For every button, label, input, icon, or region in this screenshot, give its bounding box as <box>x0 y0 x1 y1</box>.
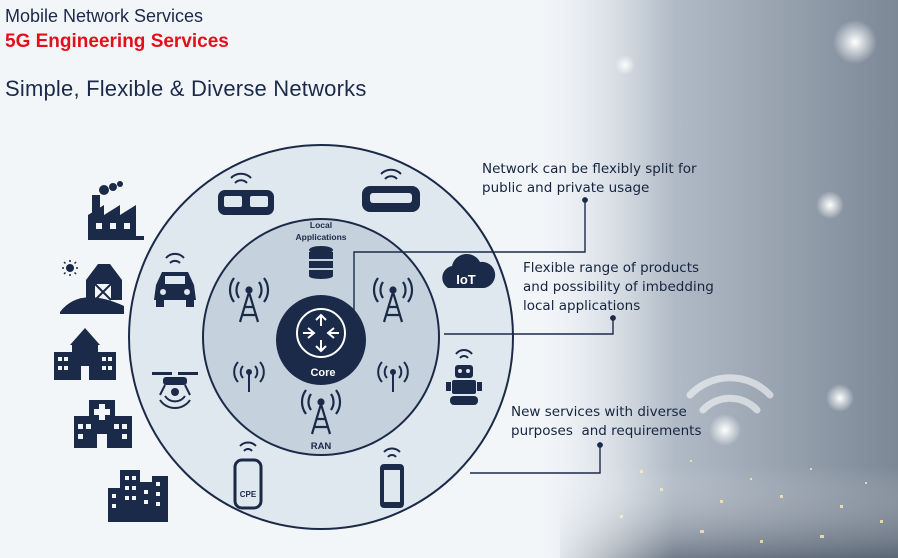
city-buildings-icon <box>108 470 168 522</box>
callout-split-line-1: Network can be flexibly split for <box>482 161 697 177</box>
antenna-icon <box>377 361 409 392</box>
callout-products-line-3: local applications <box>523 298 641 314</box>
callout-products-line-2: and possibility of imbedding <box>523 279 714 295</box>
local-apps-label-2: Applications <box>295 232 346 242</box>
header-category: Mobile Network Services <box>5 6 204 26</box>
antenna-icon <box>233 361 265 392</box>
cell-tower-icon <box>372 277 414 323</box>
callout-connectors <box>353 197 616 474</box>
smartphone-icon <box>380 447 404 508</box>
callout-split: Network can be flexibly split for public… <box>482 160 697 198</box>
callout-services-line-1: New services with diverse <box>511 404 687 420</box>
callout-products: Flexible range of products and possibili… <box>523 259 714 316</box>
page-title: Simple, Flexible & Diverse Networks <box>5 76 367 101</box>
iot-label: IoT <box>456 272 476 287</box>
callout-split-line-2: public and private usage <box>482 180 650 196</box>
router-icon <box>296 308 346 358</box>
vr-headset-icon <box>362 168 420 212</box>
database-icon <box>309 246 333 279</box>
school-icon <box>54 328 116 380</box>
callout-services-line-2: purposes and requirements <box>511 423 702 439</box>
header-service: 5G Engineering Services <box>5 31 229 52</box>
cell-tower-icon <box>300 389 342 435</box>
callout-services: New services with diverse purposes and r… <box>511 403 701 441</box>
iot-cloud-icon <box>442 253 496 288</box>
callout-products-line-1: Flexible range of products <box>523 260 700 276</box>
ran-label: RAN <box>311 441 332 452</box>
cell-tower-icon <box>228 277 270 323</box>
cpe-label: CPE <box>240 490 257 499</box>
core-label: Core <box>310 367 335 379</box>
vr-glasses-icon <box>218 172 274 215</box>
drone-icon <box>152 372 198 409</box>
hospital-icon <box>74 400 132 448</box>
local-apps-label-1: Local <box>310 220 332 230</box>
farm-icon <box>60 260 124 314</box>
robot-icon <box>446 349 482 405</box>
connected-car-icon <box>154 252 196 307</box>
factory-icon <box>88 181 144 240</box>
cpe-router-icon <box>233 441 263 510</box>
